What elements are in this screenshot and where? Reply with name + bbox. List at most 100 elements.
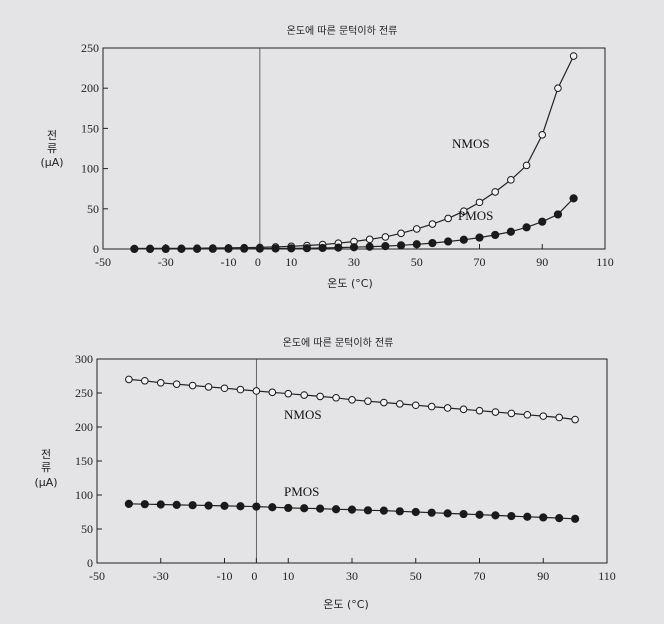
data-point-nmos [365, 235, 374, 244]
series-label-pmos: PMOS [458, 208, 493, 223]
x-tick-label: 70 [474, 255, 486, 269]
x-tick-label: 10 [282, 569, 294, 583]
y-axis-label-line-2: 류 [41, 461, 51, 474]
y-tick-label: 200 [75, 420, 93, 434]
data-point-nmos [443, 404, 452, 412]
data-point-nmos [507, 176, 515, 184]
data-point-nmos [555, 413, 563, 422]
data-point-pmos [491, 511, 500, 520]
data-point-nmos [554, 84, 562, 92]
data-point-pmos [140, 500, 149, 509]
data-point-pmos [204, 501, 213, 510]
data-point-pmos [396, 241, 406, 250]
data-point-nmos [428, 220, 437, 228]
data-point-pmos [193, 244, 202, 253]
x-tick-label: -10 [217, 569, 233, 583]
data-point-pmos [507, 511, 516, 521]
data-point-nmos [156, 379, 165, 387]
data-point-pmos [145, 244, 155, 254]
data-point-nmos [491, 408, 500, 416]
y-tick-label: 150 [81, 121, 99, 135]
plot-frame [102, 47, 606, 250]
data-point-nmos [412, 225, 421, 233]
data-point-nmos [507, 409, 516, 418]
x-tick-label: 30 [346, 569, 358, 583]
data-point-nmos [411, 401, 420, 410]
data-point-pmos [255, 244, 264, 253]
data-point-nmos [396, 400, 404, 408]
data-point-nmos [475, 406, 484, 415]
y-tick-label: 50 [81, 522, 93, 536]
x-tick-label: -30 [158, 255, 174, 269]
x-tick-label: 50 [410, 569, 422, 583]
data-point-pmos [300, 504, 309, 513]
data-point-nmos [522, 161, 531, 170]
data-point-pmos [236, 502, 245, 511]
data-point-pmos [428, 238, 437, 248]
data-point-pmos [318, 243, 327, 253]
data-point-pmos [381, 242, 390, 251]
chart-temperature-vs-current-1: 온도에 따른 문턱이하 전류 전 류 (μA) 온도 (°C) 05010015… [40, 24, 613, 290]
data-point-pmos [459, 509, 468, 519]
data-point-pmos [553, 210, 563, 219]
series-line-nmos [134, 55, 575, 250]
data-point-pmos [302, 244, 312, 253]
data-point-pmos [156, 500, 165, 509]
data-point-pmos [347, 505, 357, 514]
data-point-pmos [539, 513, 548, 522]
y-tick-label: 200 [81, 81, 99, 95]
data-point-pmos [427, 508, 436, 517]
y-tick-label: 250 [75, 386, 93, 400]
data-point-pmos [491, 230, 500, 240]
y-tick-label: 300 [75, 352, 93, 366]
data-point-pmos [252, 502, 261, 511]
data-point-nmos [252, 387, 261, 395]
y-tick-label: 0 [93, 242, 99, 256]
data-point-pmos [284, 503, 293, 513]
x-tick-label: -10 [221, 255, 237, 269]
data-point-nmos [491, 188, 499, 196]
data-point-pmos [124, 499, 133, 508]
data-point-nmos [460, 207, 468, 216]
data-point-nmos [220, 384, 229, 393]
data-point-pmos [240, 244, 249, 253]
data-point-pmos [412, 240, 421, 249]
y-tick-label: 0 [87, 556, 93, 570]
x-tick-label: 10 [285, 255, 297, 269]
data-point-pmos [569, 194, 578, 203]
data-point-nmos [523, 410, 532, 419]
x-tick-label: -50 [95, 255, 111, 269]
data-point-pmos [459, 235, 468, 244]
series-label-nmos: NMOS [452, 136, 490, 151]
data-point-pmos [208, 244, 217, 253]
data-point-nmos [459, 405, 468, 414]
data-point-nmos [381, 233, 390, 241]
y-axis-label-line-3: (μA) [40, 156, 63, 169]
data-point-nmos [188, 381, 197, 390]
x-tick-label: 70 [474, 569, 486, 583]
data-point-nmos [204, 383, 213, 391]
y-axis-label-line-1: 전 [47, 129, 57, 142]
data-point-pmos [161, 244, 170, 254]
data-point-pmos [443, 509, 452, 518]
data-point-pmos [287, 244, 296, 253]
data-point-nmos [571, 415, 579, 424]
x-tick-label: 110 [596, 255, 614, 269]
y-tick-label: 100 [75, 488, 93, 502]
data-point-nmos [141, 376, 149, 385]
chart-temperature-vs-current-2: 온도에 따른 문턱이하 전류 전 류 (μA) 온도 (°C) 05010015… [34, 336, 615, 611]
y-axis-label-line-1: 전 [41, 448, 51, 461]
data-point-nmos [125, 375, 133, 384]
x-axis-label: 온도 (°C) [327, 277, 373, 290]
data-point-nmos [300, 391, 308, 399]
y-axis-label: 전 류 (μA) [40, 129, 63, 169]
x-tick-label: -30 [153, 569, 169, 583]
data-point-pmos [316, 504, 325, 513]
data-point-pmos [365, 242, 374, 251]
y-axis-label-line-2: 류 [47, 142, 57, 155]
data-point-nmos [539, 412, 548, 420]
x-tick-label: -50 [89, 569, 105, 583]
data-point-pmos [130, 244, 139, 254]
data-point-pmos [475, 510, 484, 519]
